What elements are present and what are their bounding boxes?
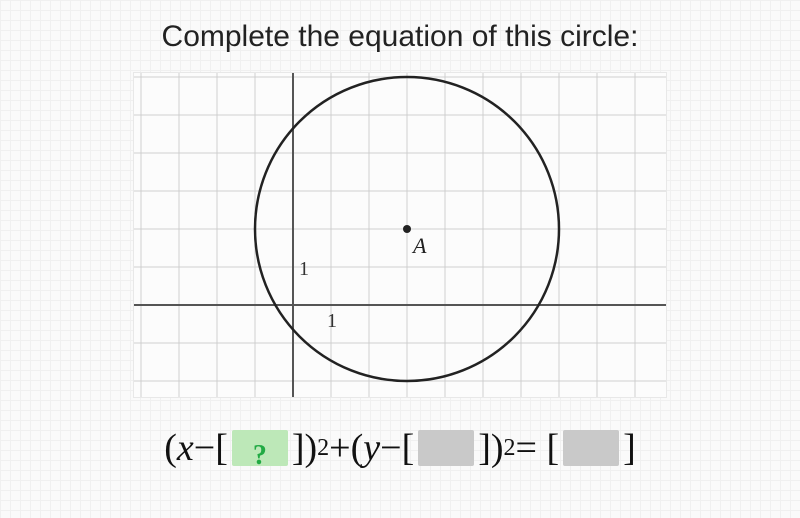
graph-svg: A 1 1 xyxy=(134,73,667,398)
lparen-2: ( xyxy=(351,426,364,470)
exp-2: 2 xyxy=(504,435,516,462)
lparen-1: ( xyxy=(164,426,177,470)
blank-h[interactable]: ? xyxy=(232,430,288,466)
lbracket-3: [ xyxy=(546,426,559,470)
minus-1: − xyxy=(194,426,215,470)
svg-text:1: 1 xyxy=(327,310,337,332)
equation-template: ( x − [ ? ] ) 2 + ( y − [ ] ) 2 = [ ] xyxy=(164,426,636,470)
rparen-2: ) xyxy=(491,426,504,470)
equals: = xyxy=(516,426,537,470)
lbracket-2: [ xyxy=(402,426,415,470)
rbracket-1: ] xyxy=(292,426,305,470)
rbracket-3: ] xyxy=(623,426,636,470)
blank-h-placeholder: ? xyxy=(232,438,288,474)
var-x: x xyxy=(177,426,194,470)
blank-k[interactable] xyxy=(418,430,474,466)
blank-r2[interactable] xyxy=(563,430,619,466)
var-y: y xyxy=(363,426,380,470)
rbracket-2: ] xyxy=(478,426,491,470)
coordinate-graph: A 1 1 xyxy=(133,72,667,398)
exp-1: 2 xyxy=(317,435,329,462)
rparen-1: ) xyxy=(305,426,318,470)
lbracket-1: [ xyxy=(215,426,228,470)
minus-2: − xyxy=(380,426,401,470)
svg-text:A: A xyxy=(411,233,427,258)
plus: + xyxy=(329,426,350,470)
prompt-title: Complete the equation of this circle: xyxy=(162,20,639,54)
svg-text:1: 1 xyxy=(299,258,309,280)
